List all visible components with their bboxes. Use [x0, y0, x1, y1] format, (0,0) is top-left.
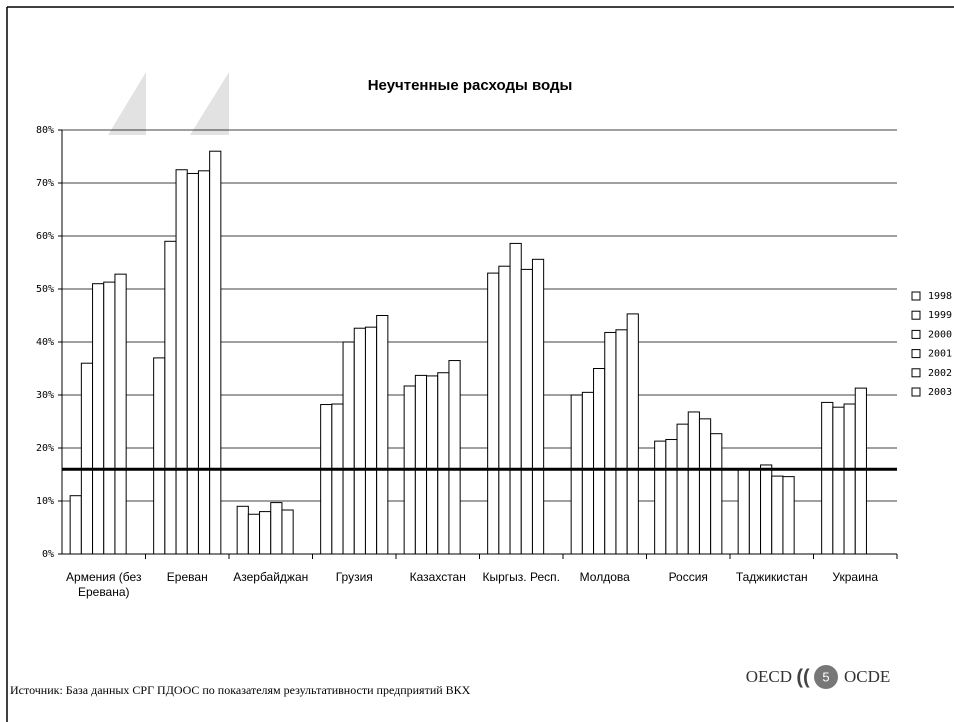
x-tick-label: Грузия: [335, 570, 373, 584]
bar: [509, 242, 522, 555]
decoration: [108, 72, 146, 135]
legend-label: 1998: [928, 291, 952, 302]
bar: [710, 433, 723, 555]
chart-title: Неучтенные расходы воды: [368, 77, 573, 94]
x-tick-label: Россия: [668, 570, 708, 584]
bar: [737, 468, 750, 555]
bar: [153, 357, 166, 555]
legend-label: 2000: [928, 329, 952, 340]
bar: [604, 331, 617, 555]
x-tick-label: Таджикистан: [735, 570, 808, 584]
bar: [581, 391, 595, 555]
y-tick-label: 30%: [36, 390, 54, 401]
y-tick-label: 20%: [36, 443, 54, 454]
legend-swatch: [911, 349, 921, 359]
bar: [342, 341, 355, 555]
bar: [331, 403, 344, 555]
bar: [615, 329, 628, 555]
bar: [698, 418, 712, 555]
x-tick-label: Украина: [832, 570, 879, 584]
decoration: [190, 72, 229, 135]
bar: [687, 411, 700, 555]
bar: [426, 375, 439, 555]
bar: [570, 394, 583, 555]
bar: [593, 368, 606, 555]
bar: [175, 169, 188, 555]
bar: [626, 313, 639, 555]
x-tick-label: Казахстан: [409, 570, 466, 584]
legend-swatch: [911, 291, 921, 301]
bar: [448, 360, 461, 555]
legend-label: 2001: [928, 349, 952, 360]
y-tick-label: 80%: [36, 125, 54, 136]
bar: [236, 505, 249, 555]
bar: [665, 439, 678, 555]
bar: [103, 281, 116, 555]
legend-swatch: [911, 310, 921, 320]
bar: [414, 374, 428, 555]
legend-swatch: [911, 368, 921, 378]
bar: [487, 272, 500, 555]
bar: [771, 475, 784, 555]
bar: [247, 513, 261, 555]
y-tick-label: 10%: [36, 496, 54, 507]
bar: [320, 404, 333, 555]
legend-swatch: [911, 387, 921, 397]
bar: [760, 464, 773, 555]
y-tick-label: 40%: [36, 337, 54, 348]
bar: [376, 315, 389, 555]
bar: [281, 509, 294, 555]
bar: [748, 468, 762, 555]
x-tick-label: Армения (без Еревана): [66, 570, 142, 599]
bar: [531, 258, 545, 555]
bar: [164, 240, 177, 555]
y-tick-label: 0%: [42, 549, 54, 560]
source: Источник: База данных СРГ ПДООС по показ…: [10, 683, 471, 697]
logo-text: OCDE: [844, 667, 890, 686]
legend-label: 2003: [928, 387, 952, 398]
bar: [270, 502, 283, 555]
logo-circle: [814, 665, 838, 689]
y-tick-label: 70%: [36, 178, 54, 189]
y-tick-label: 60%: [36, 231, 54, 242]
bar: [498, 265, 511, 555]
bar: [676, 423, 689, 555]
bar: [259, 511, 272, 555]
bar: [782, 476, 795, 555]
page-number: 5: [822, 669, 829, 684]
bar: [92, 283, 105, 555]
x-tick-label: Кыргыз. Респ.: [482, 570, 560, 584]
bar: [854, 387, 867, 555]
bar: [832, 406, 845, 555]
bar: [69, 495, 82, 555]
legend-label: 1999: [928, 310, 952, 321]
bar: [821, 401, 834, 555]
logo-chevrons: ((: [796, 666, 810, 688]
x-tick-label: Молдова: [579, 570, 630, 584]
bar: [843, 403, 856, 555]
bar: [437, 372, 450, 555]
bar: [209, 150, 222, 555]
x-tick-label: Азербайджан: [233, 570, 309, 584]
x-tick-label: Ереван: [166, 570, 208, 584]
bar: [353, 327, 366, 555]
y-tick-label: 50%: [36, 284, 54, 295]
logo-text: OECD: [746, 667, 792, 686]
bar: [80, 362, 94, 555]
bar: [364, 326, 378, 555]
bar: [114, 273, 127, 555]
bar: [197, 170, 211, 555]
legend-label: 2002: [928, 368, 952, 379]
bar: [186, 172, 199, 555]
bar: [520, 268, 533, 555]
legend-swatch: [911, 329, 921, 339]
bar: [654, 440, 667, 555]
